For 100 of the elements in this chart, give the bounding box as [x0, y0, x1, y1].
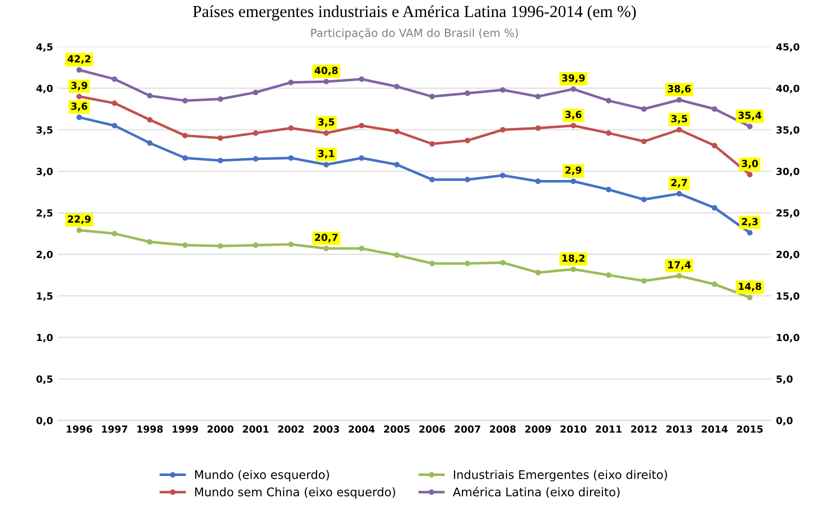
- data-label: 2,7: [671, 178, 688, 188]
- point: [464, 90, 470, 96]
- point: [323, 78, 330, 84]
- point: [252, 156, 258, 162]
- point: [429, 141, 435, 147]
- y2-tick-label: 35,0: [776, 126, 800, 135]
- x-tick-label: 2004: [348, 425, 375, 433]
- x-tick-label: 1997: [102, 425, 128, 433]
- point: [606, 130, 612, 136]
- data-label: 17,4: [668, 261, 691, 270]
- y-tick-label: 4,0: [36, 84, 53, 94]
- point: [112, 230, 118, 236]
- point: [358, 122, 364, 128]
- data-label: 42,2: [68, 55, 90, 64]
- point: [288, 125, 294, 131]
- y-tick-label: 4,5: [36, 43, 52, 52]
- x-tick-label: 2014: [702, 425, 728, 433]
- legend-label: América Latina (eixo direito): [452, 486, 620, 498]
- point: [429, 176, 435, 182]
- point: [606, 186, 612, 192]
- point: [112, 100, 118, 106]
- data-label: 3,5: [318, 118, 334, 127]
- point: [394, 128, 400, 134]
- y2-tick-label: 30,0: [776, 168, 800, 176]
- x-tick-label: 2003: [314, 425, 340, 433]
- data-label: 2,9: [565, 166, 582, 176]
- data-label: 3,6: [565, 110, 582, 120]
- point: [288, 155, 294, 161]
- y-tick-label: 2,5: [36, 209, 52, 218]
- point: [218, 96, 224, 102]
- x-tick-label: 2006: [419, 425, 446, 433]
- point: [147, 92, 153, 98]
- point: [676, 97, 682, 103]
- legend-label: Mundo sem China (eixo esquerdo): [195, 487, 396, 499]
- data-label: 40,8: [314, 66, 338, 76]
- point: [500, 260, 506, 266]
- point: [76, 114, 82, 120]
- point: [570, 266, 576, 272]
- point: [429, 260, 435, 266]
- point: [252, 130, 258, 136]
- x-tick-label: 1998: [137, 425, 163, 433]
- chart-title: Países emergentes industriais e América Latina 1996-2014 (em %): [192, 5, 636, 21]
- legend-label: Industriais Emergentes (eixo direito): [454, 470, 668, 482]
- point: [218, 158, 224, 164]
- y-tick-label: 0,5: [36, 375, 52, 384]
- point: [641, 106, 647, 112]
- point: [288, 242, 294, 248]
- point: [252, 242, 258, 248]
- point: [712, 205, 718, 211]
- data-label: 3,9: [71, 82, 88, 90]
- x-tick-label: 2012: [631, 425, 657, 433]
- point: [641, 278, 647, 284]
- point: [641, 196, 647, 202]
- x-tick-label: 2001: [242, 425, 269, 433]
- point: [712, 106, 718, 112]
- data-label: 2,3: [742, 218, 758, 227]
- point: [676, 273, 682, 279]
- point: [182, 242, 188, 248]
- point: [570, 178, 576, 184]
- point: [429, 94, 435, 100]
- point: [394, 252, 400, 258]
- y2-tick-label: 45,0: [776, 43, 800, 52]
- point: [358, 246, 364, 252]
- point: [500, 172, 506, 178]
- point: [252, 90, 258, 96]
- point: [464, 138, 470, 144]
- y-tick-label: 3,5: [36, 126, 52, 135]
- y-tick-label: 0,0: [36, 416, 53, 426]
- point: [218, 135, 224, 141]
- point: [535, 270, 541, 276]
- point: [747, 124, 753, 130]
- x-tick-label: 2010: [560, 425, 586, 433]
- data-label: 18,2: [562, 254, 584, 264]
- x-tick-label: 2015: [737, 425, 763, 433]
- point: [712, 142, 718, 148]
- y2-tick-label: 5,0: [776, 375, 793, 384]
- point: [464, 176, 470, 182]
- point: [218, 243, 224, 249]
- data-label: 3,1: [318, 150, 334, 158]
- y2-tick-label: 20,0: [776, 250, 800, 260]
- point: [464, 260, 470, 266]
- point: [641, 138, 647, 144]
- point: [500, 126, 506, 133]
- data-label: 14,8: [738, 282, 762, 292]
- point: [570, 122, 576, 128]
- point: [394, 84, 400, 90]
- point: [76, 67, 82, 73]
- y-tick-label: 1,0: [37, 334, 53, 342]
- data-label: 3,6: [71, 102, 88, 112]
- y2-tick-label: 15,0: [776, 292, 800, 301]
- x-tick-label: 2011: [596, 425, 622, 433]
- x-tick-label: 1996: [66, 425, 92, 433]
- x-tick-label: 2013: [666, 425, 692, 433]
- point: [147, 239, 153, 245]
- data-label: 20,7: [315, 234, 338, 242]
- point: [323, 246, 330, 252]
- point: [358, 76, 364, 82]
- point: [76, 94, 82, 100]
- y2-tick-label: 10,0: [776, 334, 800, 342]
- point: [500, 87, 506, 93]
